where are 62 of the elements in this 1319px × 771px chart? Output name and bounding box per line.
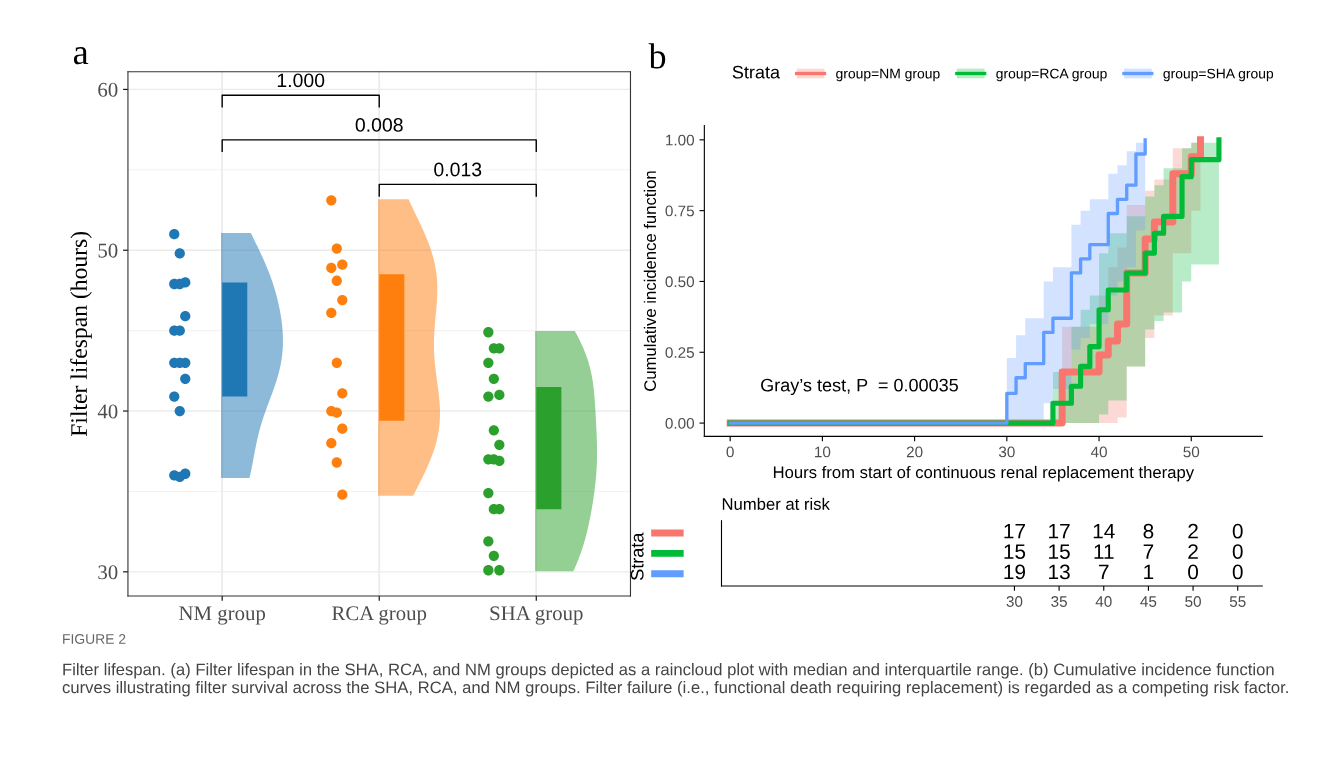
y-tick-label: 0.75 — [665, 205, 694, 217]
legend-title: Strata — [732, 65, 781, 79]
data-label: 1 — [1144, 564, 1154, 580]
annotation: Gray’s test, P = 0.00035 — [761, 378, 958, 396]
x-tick-label: 40 — [1090, 446, 1107, 458]
x-tick-label: NM group — [179, 606, 266, 625]
data-label: 17 — [1049, 524, 1070, 539]
x-tick-label: 30 — [1006, 596, 1023, 607]
bar — [536, 386, 562, 510]
data-label: 2 — [1188, 523, 1198, 539]
x-tick-label: RCA group — [332, 606, 427, 625]
y-axis-title: Strata — [630, 532, 644, 580]
x-tick-label: 30 — [998, 446, 1015, 458]
x-tick-label: SHA group — [490, 606, 583, 625]
data-label: 17 — [1004, 524, 1025, 539]
x-tick-label: 0 — [726, 446, 734, 458]
data-label: 19 — [1004, 564, 1026, 580]
data-label: 0 — [1232, 544, 1243, 559]
y-tick-label: 1.00 — [666, 134, 695, 146]
text: Number at risk — [722, 497, 830, 510]
x-tick-label: 50 — [1185, 596, 1201, 607]
y-tick-label: 0.50 — [665, 276, 695, 288]
legend-label: group=SHA group — [1163, 68, 1274, 82]
data-label: 7 — [1143, 544, 1154, 559]
x-tick-label: 40 — [1095, 596, 1112, 607]
x-tick-label: 10 — [815, 446, 831, 458]
data-label: 2 — [1188, 544, 1198, 559]
data-label: 8 — [1143, 523, 1154, 539]
y-tick-label: 30 — [98, 565, 118, 580]
y-axis-title: Filter lifespan (hours) — [70, 231, 92, 437]
y-tick-label: 0.25 — [665, 347, 694, 358]
y-tick-label: 40 — [97, 404, 118, 419]
bar — [222, 282, 248, 397]
x-tick-label: 20 — [906, 446, 923, 458]
x-axis-title: Hours from start of continuous renal replacement therapy — [773, 465, 1195, 482]
annotation: 0.013 — [434, 162, 482, 177]
x-tick-label: 35 — [1051, 596, 1067, 607]
x-tick-label: 55 — [1229, 596, 1246, 607]
y-axis-title: Cumulative incidence function — [643, 171, 657, 391]
y-tick-label: 50 — [98, 243, 118, 258]
data-label: 0 — [1188, 564, 1199, 580]
data-label: 0 — [1232, 523, 1243, 539]
bar — [379, 274, 405, 421]
y-tick-label: 0.00 — [665, 417, 695, 429]
data-label: 0 — [1232, 564, 1243, 580]
data-label: 7 — [1099, 564, 1109, 580]
data-label: 11 — [1094, 544, 1114, 559]
text: Filter lifespan. (a) Filter lifespan in the SHA, RCA, and NM groups depicted as a raincloud plot with median and interquartile range. (b) Cumulative incidence function curves illustrating filter survival across the SHA, RCA, and NM groups. Filter failure (i.e., functional death requiring replacement) is regarded as a competing risk factor. — [62, 663, 1288, 697]
chart-title: a — [73, 47, 89, 65]
data-label: 15 — [1004, 544, 1026, 559]
data-label: 14 — [1093, 524, 1115, 539]
annotation: 1.000 — [277, 73, 325, 88]
data-label: 15 — [1049, 544, 1070, 559]
annotation: 0.008 — [355, 118, 403, 132]
x-tick-label: 45 — [1140, 596, 1157, 607]
data-label: 13 — [1049, 564, 1070, 580]
chart-title: b — [648, 43, 666, 69]
caption: FIGURE 2 — [63, 634, 126, 644]
y-tick-label: 60 — [98, 82, 118, 97]
x-tick-label: 50 — [1183, 446, 1200, 458]
legend-label: group=NM group — [836, 68, 940, 82]
legend-label: group=RCA group — [996, 68, 1107, 82]
